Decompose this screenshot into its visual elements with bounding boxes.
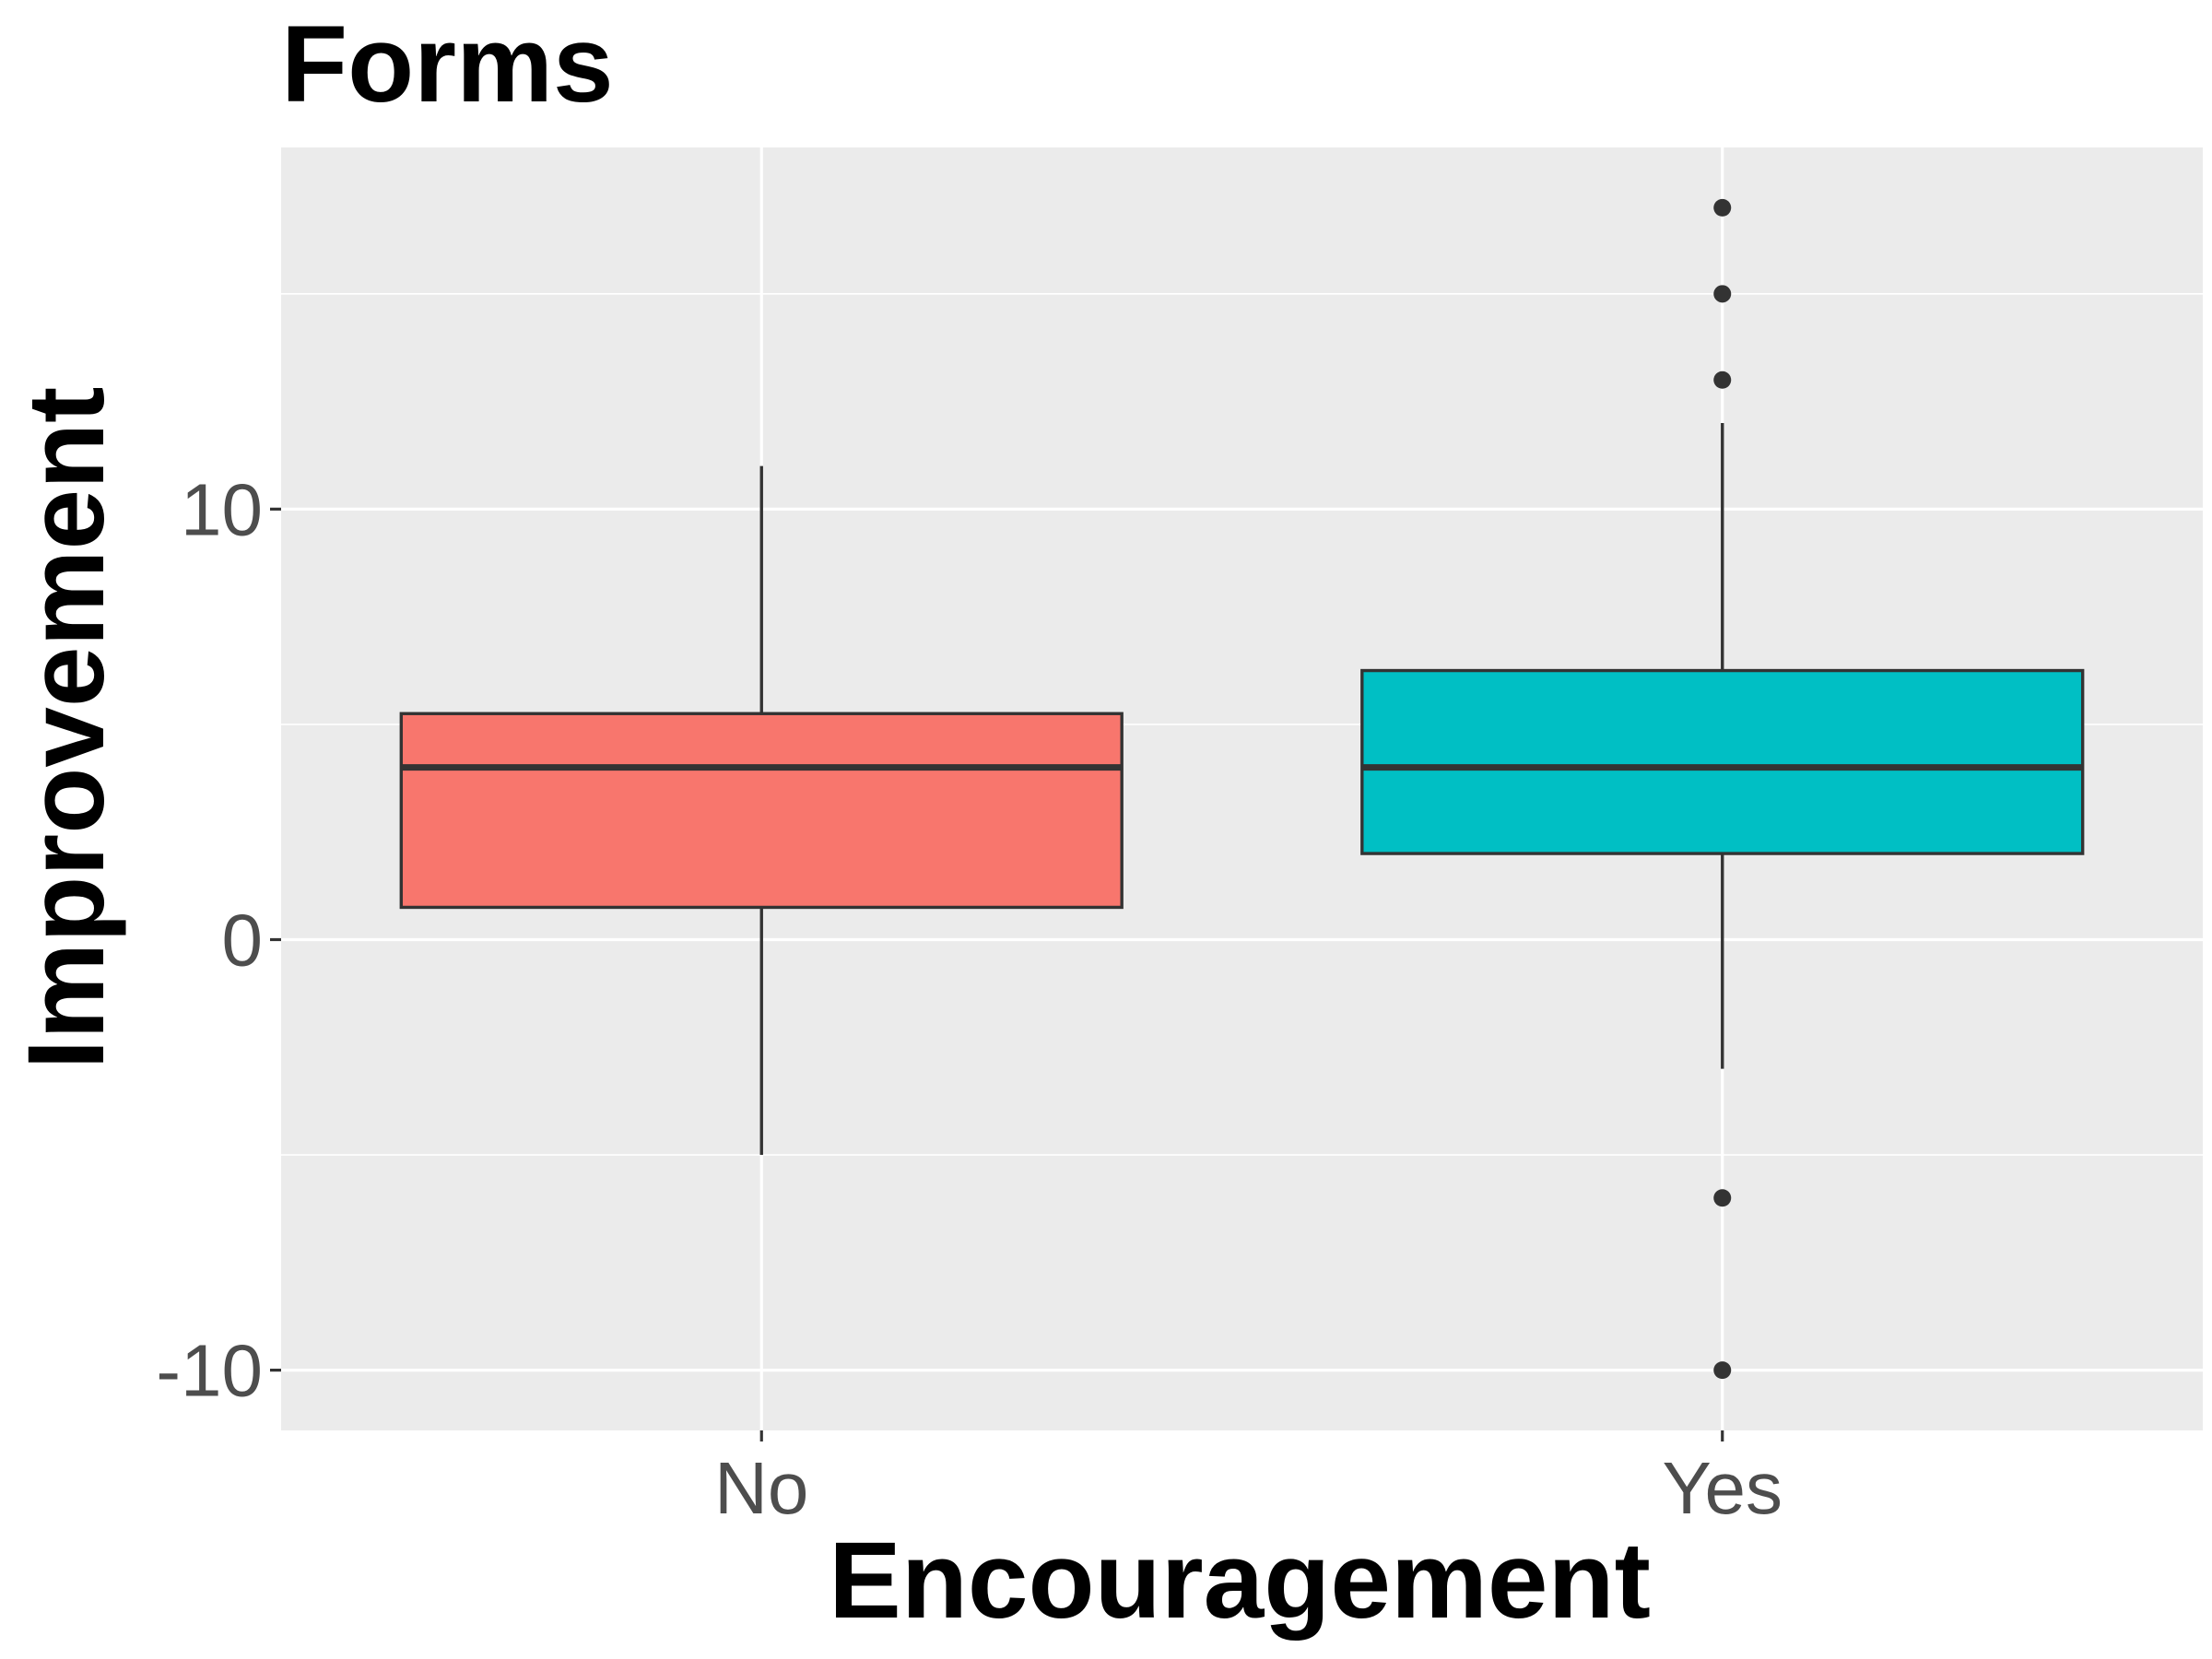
outlier-point (1713, 198, 1732, 217)
box-yes (1360, 198, 2085, 1380)
box-no (399, 465, 1124, 1156)
boxes (399, 198, 2085, 1380)
y-tick-label: 0 (222, 899, 264, 981)
axes: -10 0 10 No Yes (156, 468, 1783, 1529)
x-axis-title: Encouragement (829, 1520, 1651, 1641)
y-axis-title: Improvement (6, 387, 127, 1070)
outlier-point (1713, 371, 1732, 389)
chart-title: Forms (281, 4, 614, 125)
y-tick-label: -10 (156, 1330, 263, 1412)
y-tick-label: 10 (181, 468, 263, 550)
gridlines (281, 147, 2203, 1430)
x-tick-label: No (714, 1447, 808, 1529)
outlier-point (1713, 1189, 1732, 1207)
box-body (1360, 668, 2085, 855)
outlier-point (1713, 1361, 1732, 1380)
x-tick-label: Yes (1662, 1447, 1783, 1529)
box-body (399, 712, 1124, 910)
outlier-point (1713, 285, 1732, 303)
